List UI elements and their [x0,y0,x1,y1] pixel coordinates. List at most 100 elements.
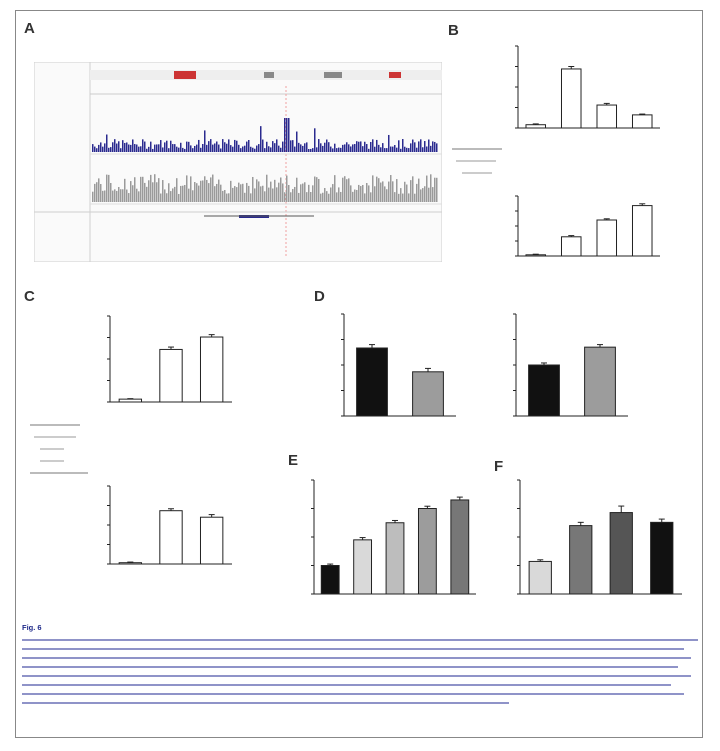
signal-peak [186,175,188,202]
signal-peak [136,144,138,152]
signal-peak [290,192,292,202]
signal-peak [408,193,410,202]
signal-peak [264,191,266,202]
signal-peak [398,193,400,202]
signal-peak [340,191,342,202]
signal-peak [172,144,174,152]
signal-peak [306,142,308,152]
signal-peak [376,176,378,202]
signal-peak [354,144,356,152]
signal-peak [144,141,146,152]
signal-peak [104,190,106,202]
signal-peak [368,185,370,202]
signal-peak [236,187,238,202]
signal-peak [228,139,230,152]
signal-peak [178,147,180,152]
signal-peak [260,126,262,152]
caption-body-blurred [22,639,698,704]
signal-peak [330,187,332,202]
signal-peak [96,182,98,202]
signal-peak [344,144,346,152]
bar [528,560,552,595]
signal-peak [232,146,234,152]
signal-peak [140,176,142,202]
signal-peak [240,184,242,202]
signal-peak [384,186,386,202]
signal-peak [382,181,384,202]
signal-peak [200,147,202,152]
signal-peak [358,184,360,202]
signal-peak [394,192,396,202]
signal-peak [374,186,376,202]
signal-peak [412,139,414,152]
signal-peak [254,188,256,202]
signal-peak [128,193,130,202]
signal-peak [372,139,374,152]
signal-peak [354,189,356,202]
ideogram-band [264,72,274,78]
signal-peak [328,142,330,152]
chart-c-top [107,315,232,403]
signal-peak [314,128,316,152]
signal-peak [154,144,156,152]
signal-peak [294,186,296,202]
signal-peak [116,190,118,202]
signal-peak [430,145,432,152]
signal-peak [282,183,284,202]
signal-peak [290,140,292,152]
signal-peak [254,148,256,152]
signal-peak [322,192,324,202]
signal-peak [294,146,296,152]
chart-f [517,479,682,595]
signal-peak [166,193,168,202]
signal-peak [258,181,260,202]
signal-peak [336,192,338,202]
signal-peak [134,144,136,152]
signal-peak [422,147,424,152]
signal-peak [124,178,126,202]
signal-peak [216,183,218,202]
panel-label-b: B [448,22,459,39]
signal-peak [210,177,212,202]
signal-peak [334,143,336,152]
signal-peak [404,181,406,202]
signal-peak [384,148,386,152]
signal-peak [402,193,404,202]
signal-peak [368,148,370,152]
signal-peak [98,144,100,152]
signal-peak [212,144,214,152]
signal-peak [194,145,196,152]
signal-peak [184,148,186,152]
chart-d-right [513,313,628,417]
bar [560,68,582,129]
signal-peak [420,139,422,152]
ideogram-highlight [174,71,196,79]
figure-frame [15,10,703,738]
signal-peak [180,185,182,202]
signal-peak [316,147,318,152]
signal-peak [370,192,372,202]
signal-peak [100,142,102,152]
signal-peak [434,177,436,202]
signal-peak [276,139,278,152]
signal-peak [110,182,112,202]
signal-peak [324,142,326,152]
signal-peak [136,188,138,202]
signal-peak [96,148,98,152]
signal-peak [280,177,282,202]
signal-peak [428,139,430,152]
signal-peak [286,118,288,152]
signal-peak [406,147,408,152]
signal-peak [190,145,192,152]
bar [596,104,618,129]
signal-peak [102,190,104,202]
signal-peak [308,148,310,152]
signal-peak [416,183,418,202]
signal-peak [116,143,118,152]
panel-label-e: E [288,452,299,469]
signal-peak [280,147,282,152]
signal-peak [286,175,288,202]
signal-peak [392,146,394,152]
signal-peak [230,145,232,152]
signal-peak [274,179,276,202]
